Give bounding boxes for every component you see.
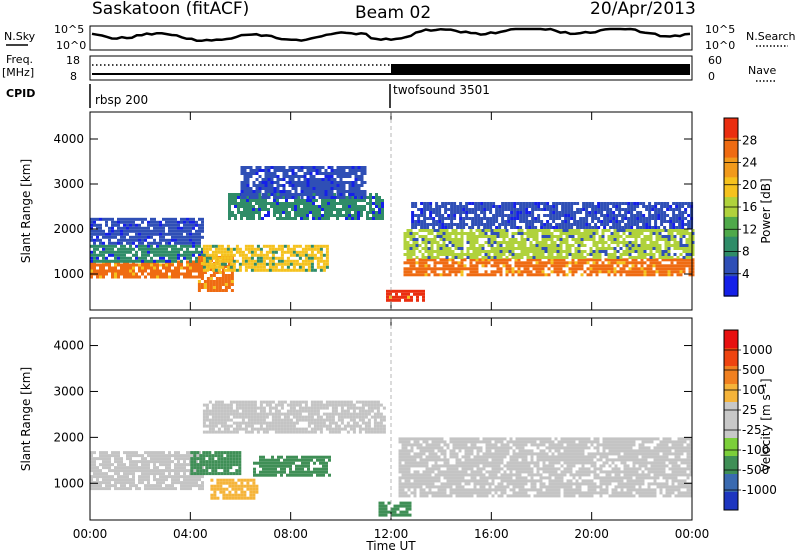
velocity-band-2 [190,451,242,476]
time-xtick-0: 00:00 [73,527,108,541]
velocity-band-6 [378,501,412,517]
velocity-ylabel: Slant Range [km] [19,367,33,471]
time-xtick-4: 16:00 [474,527,509,541]
power-ytick-3: 4000 [53,132,84,146]
power-band-8 [403,258,695,277]
power-band-0 [90,260,204,279]
beam-title: Beam 02 [355,3,431,23]
power-band-7 [386,289,425,302]
nave-tick-high: 60 [708,54,722,67]
velocity-band-1 [202,400,386,434]
power-cbar-tick-5: 24 [742,156,757,170]
power-panel: 1000 2000 3000 4000 [53,111,695,311]
noise-right-label: N.Search [746,30,796,43]
time-xtick-2: 08:00 [273,527,308,541]
velocity-cbar-tick-3: -25 [742,423,762,437]
velocity-ytick-2: 3000 [53,384,84,398]
time-xlabel: Time UT [365,539,416,553]
velocity-cbar-tick-5: 100 [742,383,765,397]
power-band-6 [240,166,367,199]
power-band-1 [90,244,204,263]
noise-left-label: N.Sky [4,30,36,43]
noise-tick-low-left: 10^0 [56,39,86,52]
cpid-program-2: twofsound 3501 [393,83,490,97]
noise-tick-high-left: 10^5 [54,23,84,36]
power-band-2 [90,217,204,245]
power-data-layer [90,166,695,302]
velocity-ytick-0: 1000 [53,476,84,490]
noise-tick-high-right: 10^5 [705,23,735,36]
velocity-band-5 [398,437,693,498]
velocity-cbar-tick-6: 500 [742,363,765,377]
velocity-ytick-1: 2000 [53,430,84,444]
power-ytick-2: 3000 [53,177,84,191]
power-ytick-0: 1000 [53,267,84,281]
cpid-label: CPID [6,87,35,100]
cpid-program-1: rbsp 200 [95,93,148,107]
power-ylabel: Slant Range [km] [19,159,33,263]
velocity-colorbar: -1000 -500 -100 -25 25 100 500 1000 [723,329,777,511]
power-cbar-tick-4: 20 [742,178,757,192]
frequency-panel: Freq. [MHz] 18 8 60 0 Nave [2,53,776,83]
power-band-10 [411,202,694,229]
freq-unit: [MHz] [2,66,34,79]
station-title: Saskatoon (fitACF) [92,0,249,19]
nave-label: Nave [748,64,776,77]
velocity-band-4 [253,455,331,477]
time-xtick-3: 12:00 [374,527,409,541]
power-cbar-tick-1: 8 [742,245,750,259]
power-band-9 [403,229,695,259]
power-colorbar-label: Power [dB] [759,178,773,243]
power-band-4 [202,244,329,272]
freq-tick-low: 8 [70,70,77,83]
noise-panel: N.Sky 10^5 10^0 10^5 10^0 N.Search [4,23,796,52]
date-title: 20/Apr/2013 [590,0,696,19]
power-cbar-tick-6: 28 [742,133,757,147]
velocity-band-0 [90,451,204,491]
freq-left-label: Freq. [6,53,33,66]
power-cbar-tick-3: 16 [742,200,757,214]
velocity-band-3 [210,478,259,500]
power-cbar-tick-2: 12 [742,222,757,236]
velocity-cbar-tick-2: -100 [742,443,769,457]
power-colorbar: 4 8 12 16 20 24 28 [723,117,757,297]
velocity-cbar-tick-1: -500 [742,463,769,477]
freq-tick-high: 18 [66,54,80,67]
time-xtick-6: 00:00 [675,527,710,541]
velocity-data-layer [90,400,693,517]
velocity-colorbar-label: Velocity [m s⁻¹] [759,378,773,471]
power-ytick-1: 2000 [53,222,84,236]
power-cbar-tick-0: 4 [742,267,750,281]
nave-tick-low: 0 [708,70,715,83]
time-xtick-5: 20:00 [574,527,609,541]
velocity-cbar-tick-4: 25 [742,403,757,417]
noise-tick-low-right: 10^0 [705,39,735,52]
velocity-cbar-tick-0: -1000 [742,483,777,497]
time-xtick-1: 04:00 [173,527,208,541]
velocity-cbar-tick-7: 1000 [742,343,773,357]
velocity-panel: 1000 2000 3000 4000 [53,317,693,521]
cpid-row: CPID rbsp 200 twofsound 3501 [6,83,490,108]
velocity-ytick-3: 4000 [53,339,84,353]
